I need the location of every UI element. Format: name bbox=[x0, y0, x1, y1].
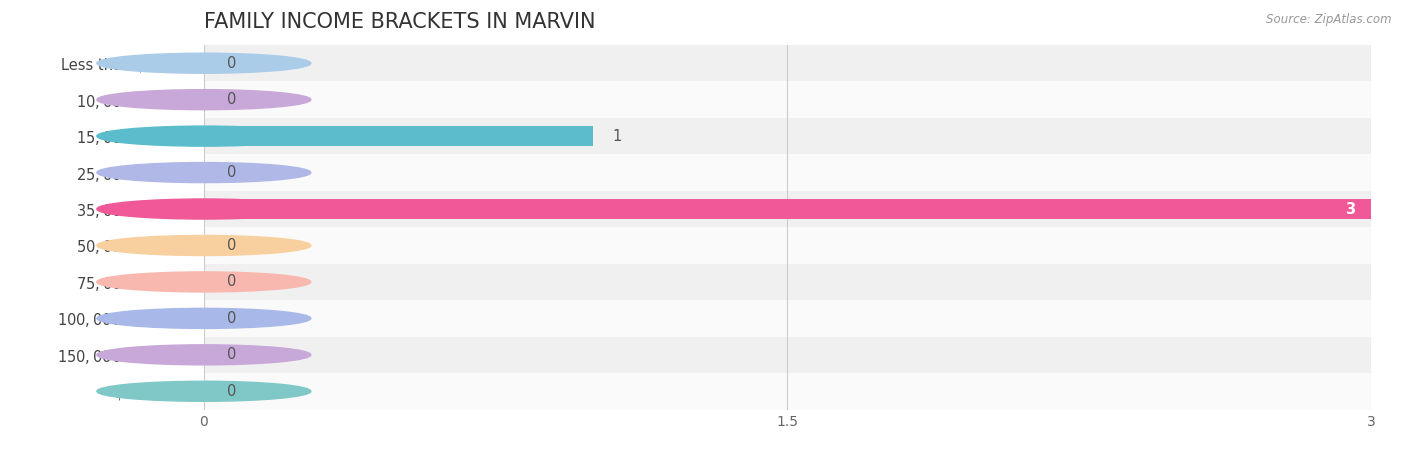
Text: 0: 0 bbox=[228, 347, 236, 362]
Circle shape bbox=[97, 272, 311, 292]
Text: 0: 0 bbox=[228, 384, 236, 399]
Bar bbox=[204, 90, 211, 110]
Text: 0: 0 bbox=[228, 274, 236, 289]
Circle shape bbox=[97, 162, 311, 183]
Circle shape bbox=[97, 199, 311, 219]
Bar bbox=[204, 45, 1371, 81]
Text: 0: 0 bbox=[228, 92, 236, 107]
Bar bbox=[204, 227, 1371, 264]
Bar bbox=[204, 191, 1371, 227]
Bar bbox=[204, 381, 211, 401]
Bar bbox=[204, 345, 211, 365]
Bar bbox=[204, 81, 1371, 118]
Circle shape bbox=[97, 381, 311, 401]
Bar bbox=[204, 118, 1371, 154]
Bar bbox=[204, 264, 1371, 300]
Text: 0: 0 bbox=[228, 311, 236, 326]
Text: 0: 0 bbox=[228, 56, 236, 71]
Circle shape bbox=[97, 308, 311, 328]
Text: 3: 3 bbox=[1346, 202, 1355, 216]
Circle shape bbox=[97, 235, 311, 256]
Text: 0: 0 bbox=[228, 238, 236, 253]
Text: FAMILY INCOME BRACKETS IN MARVIN: FAMILY INCOME BRACKETS IN MARVIN bbox=[204, 12, 595, 32]
Bar bbox=[204, 162, 211, 183]
Circle shape bbox=[97, 53, 311, 73]
Bar bbox=[204, 300, 1371, 337]
Text: Source: ZipAtlas.com: Source: ZipAtlas.com bbox=[1267, 14, 1392, 27]
Bar bbox=[204, 199, 1371, 219]
Circle shape bbox=[97, 345, 311, 365]
Bar bbox=[204, 337, 1371, 373]
Bar bbox=[204, 235, 211, 256]
Bar bbox=[204, 154, 1371, 191]
Text: 1: 1 bbox=[613, 129, 621, 144]
Bar bbox=[204, 308, 211, 328]
Text: 0: 0 bbox=[228, 165, 236, 180]
Bar bbox=[204, 373, 1371, 410]
Bar bbox=[204, 272, 211, 292]
Bar bbox=[204, 126, 593, 146]
Bar bbox=[204, 53, 211, 73]
Circle shape bbox=[97, 126, 311, 146]
Circle shape bbox=[97, 90, 311, 110]
